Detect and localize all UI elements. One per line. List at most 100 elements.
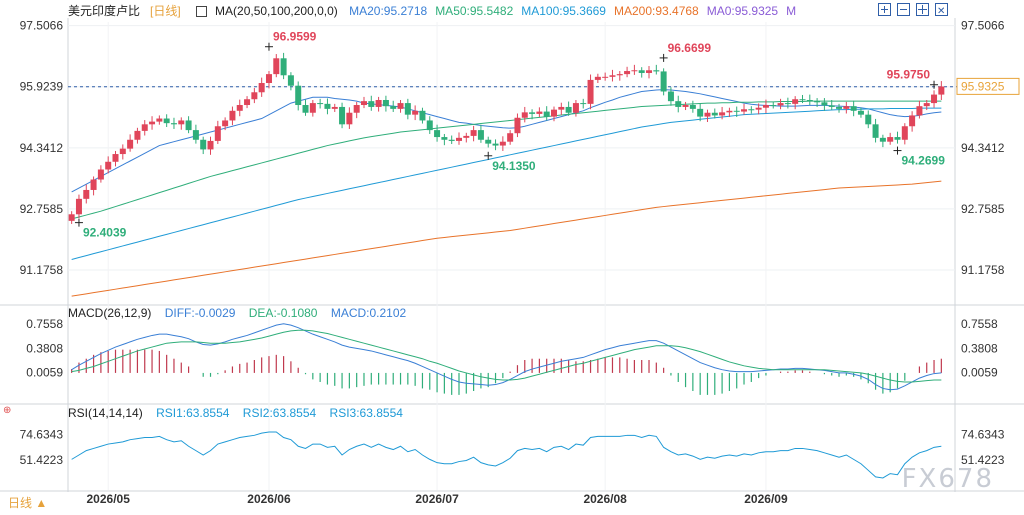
macd-tick-left-2: 0.0059 (26, 366, 63, 380)
macd-tick-right-2: 0.0059 (961, 366, 998, 380)
candle-body (178, 120, 185, 125)
macd-dea-line (71, 329, 942, 383)
candle-body (258, 83, 265, 93)
candle-body (821, 102, 828, 106)
candle-body (346, 112, 353, 125)
candle-body (222, 120, 229, 127)
candle-body (587, 79, 594, 104)
price-tick-left-2: 94.3412 (20, 141, 64, 155)
candle-body (777, 103, 784, 106)
candle-body (295, 85, 302, 106)
candle-body (565, 106, 572, 113)
rsi-label: RSI(14,14,14) RSI1:63.8554 RSI2:63.8554 … (68, 406, 413, 420)
candle-body (697, 108, 704, 117)
candle-body (711, 112, 718, 116)
ma-value-3: MA200:93.4768 (613, 4, 699, 18)
crosshair-icon[interactable] (916, 3, 929, 16)
price-tick-left-3: 92.7585 (20, 202, 64, 216)
candle-body (207, 140, 214, 150)
candle-body (660, 71, 667, 92)
candle-body (923, 103, 930, 107)
candle-body (309, 103, 316, 113)
rsi-line-rsi1 (71, 431, 942, 479)
indicator-settings-icon[interactable]: ⊕ (3, 405, 12, 416)
candle-body (558, 106, 565, 110)
ma-value-4: MA0:95.9325 (706, 4, 779, 18)
candle-body (382, 99, 389, 107)
ma-line-ma100 (71, 107, 942, 260)
candle-body (551, 109, 558, 117)
candle-body (770, 105, 777, 107)
x-tick-3: 2026/08 (583, 492, 627, 506)
candle-body (741, 109, 748, 112)
candle-body (236, 105, 243, 111)
candle-body (68, 214, 75, 221)
candle-body (251, 92, 258, 100)
symbol-title: 美元印度卢比 (68, 4, 141, 18)
ma-params: MA(20,50,100,200,0,0) (215, 4, 338, 18)
candle-body (784, 103, 791, 105)
candle-body (624, 71, 631, 75)
candle-body (163, 118, 170, 124)
candle-body (287, 75, 294, 86)
rsi1-value: RSI1:63.8554 (156, 406, 230, 420)
zoom-out-icon[interactable] (897, 3, 910, 16)
candle-body (748, 109, 755, 111)
candle-body (719, 112, 726, 116)
candle-body (572, 103, 579, 113)
candle-body (112, 154, 119, 162)
x-tick-0: 2026/05 (87, 492, 131, 506)
candle-body (75, 198, 82, 215)
annotation-label-2: 94.1350 (492, 159, 536, 173)
macd-value: MACD:0.2102 (330, 306, 407, 320)
candle-body (105, 161, 112, 170)
chart-header: 美元印度卢比 [日线] MA(20,50,100,200,0,0) MA20:95… (0, 0, 1024, 23)
macd-label: MACD(26,12,9) DIFF:-0.0029 DEA:-0.1080 M… (68, 306, 416, 320)
candle-body (814, 101, 821, 103)
candle-body (360, 101, 367, 106)
period-label[interactable]: [日线] (150, 4, 181, 18)
candle-body (675, 101, 682, 107)
candle-body (667, 91, 674, 102)
ma-settings-icon[interactable] (196, 6, 208, 17)
candle-body (339, 106, 346, 125)
candle-body (463, 135, 470, 138)
candle-body (390, 106, 397, 109)
macd-dea: DEA:-0.1080 (248, 306, 318, 320)
annotation-label-3: 96.6699 (668, 41, 712, 55)
candle-body (806, 99, 813, 102)
macd-tick-right-1: 0.3808 (961, 341, 998, 355)
candle-body (726, 110, 733, 113)
candle-body (375, 99, 382, 107)
candle-body (521, 112, 528, 118)
macd-tick-left-1: 0.3808 (26, 341, 63, 355)
candle-body (441, 137, 448, 140)
macd-tick-right-0: 0.7558 (961, 317, 998, 331)
candle-body (938, 86, 945, 95)
zoom-in-icon[interactable] (878, 3, 891, 16)
candle-body (149, 121, 156, 125)
macd-diff-line (71, 323, 942, 391)
candle-body (97, 169, 104, 180)
candle-body (273, 58, 280, 75)
candle-body (543, 111, 550, 117)
candle-body (828, 105, 835, 107)
candle-body (404, 103, 411, 115)
candle-body (836, 106, 843, 109)
candle-body (762, 105, 769, 108)
candle-body (280, 58, 287, 76)
candle-body (536, 111, 543, 114)
candle-body (90, 179, 97, 190)
candle-body (397, 103, 404, 109)
candle-body (507, 133, 514, 142)
rsi-name: RSI(14,14,14) (68, 406, 143, 420)
chart-toolbar (878, 1, 948, 23)
candle-body (616, 74, 623, 76)
close-icon[interactable] (935, 1, 948, 23)
candle-body (317, 103, 324, 105)
candle-body (477, 130, 484, 140)
period-button[interactable]: 日线 ▲ (8, 496, 48, 510)
candle-body (704, 112, 711, 117)
candle-body (931, 94, 938, 104)
